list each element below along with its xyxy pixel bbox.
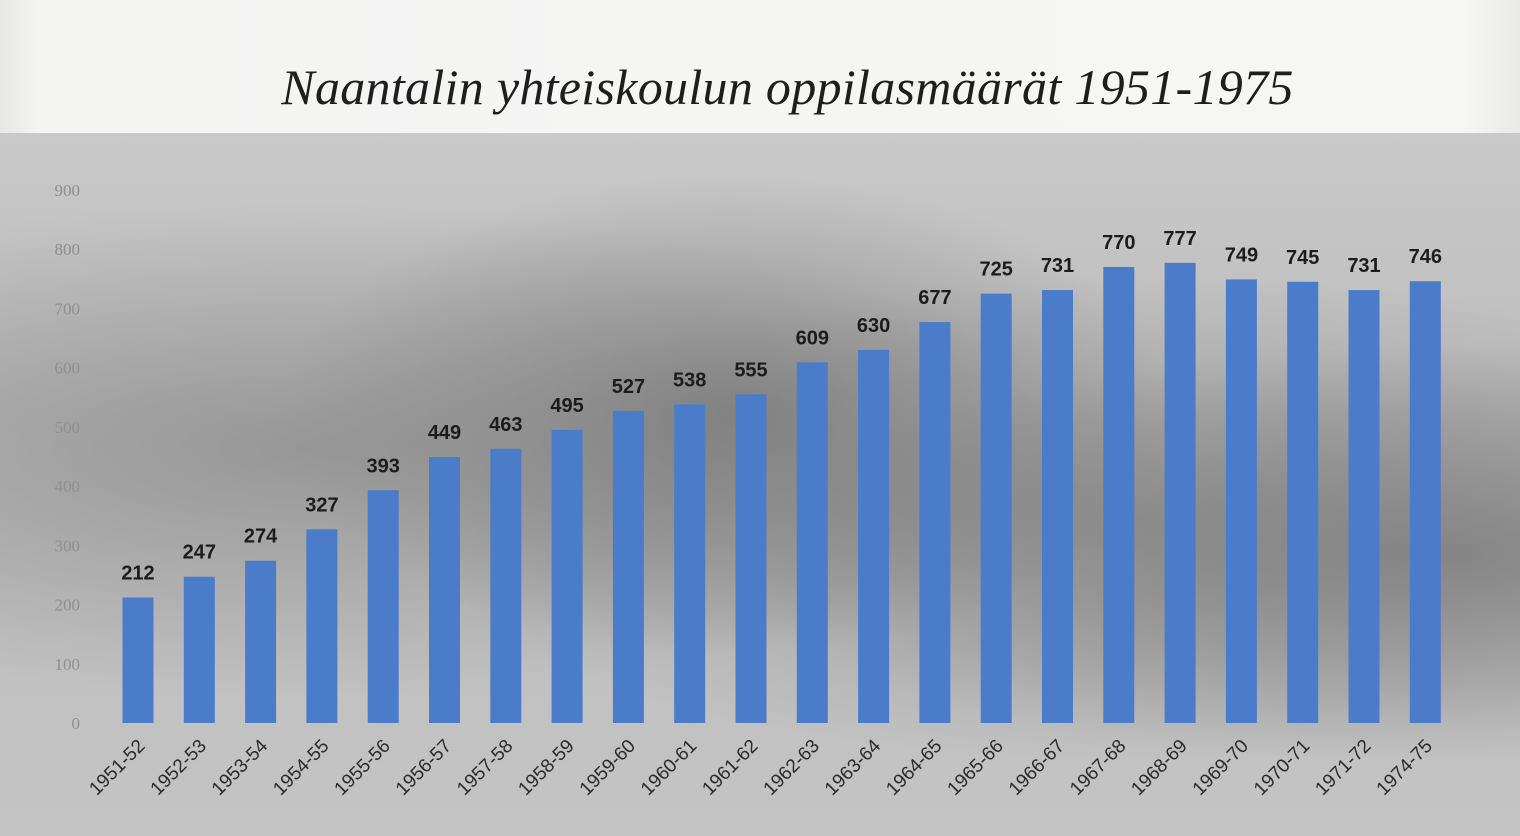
y-tick-label: 800 [55, 240, 81, 259]
data-label: 677 [918, 287, 951, 309]
x-tick-label: 1953-54 [208, 735, 272, 799]
data-label: 538 [673, 369, 706, 391]
y-tick-label: 400 [55, 477, 81, 496]
data-label: 274 [244, 526, 278, 548]
x-tick-label: 1963-64 [821, 735, 885, 799]
bar [1042, 290, 1073, 723]
y-tick-label: 700 [55, 299, 81, 318]
data-label: 247 [183, 542, 216, 564]
data-label: 527 [612, 376, 645, 398]
bar [919, 322, 951, 723]
x-tick-label: 1958-59 [514, 736, 578, 800]
x-tick-label: 1971-72 [1311, 736, 1375, 800]
data-label: 393 [367, 455, 400, 477]
data-label: 746 [1409, 246, 1442, 268]
x-tick-label: 1962-63 [760, 736, 824, 800]
data-label: 777 [1163, 228, 1196, 250]
bar [306, 529, 338, 723]
x-tick-label: 1967-68 [1066, 736, 1130, 800]
data-label: 725 [980, 259, 1013, 281]
x-tick-label: 1970-71 [1250, 736, 1314, 800]
bar [980, 293, 1012, 723]
data-label: 555 [734, 359, 767, 381]
data-label: 770 [1102, 232, 1135, 254]
bar [1164, 262, 1196, 723]
y-tick-label: 100 [55, 655, 81, 674]
data-label: 731 [1347, 255, 1380, 277]
bar [367, 490, 399, 723]
data-label: 630 [857, 315, 890, 337]
y-tick-label: 600 [55, 359, 81, 378]
bar [796, 362, 828, 723]
x-tick-label: 1961-62 [698, 736, 762, 800]
bar [429, 457, 460, 723]
bar [1409, 281, 1441, 723]
bar [612, 410, 644, 723]
bar [490, 448, 522, 723]
data-label: 745 [1286, 247, 1319, 269]
bar [1225, 279, 1257, 723]
y-tick-label: 300 [55, 536, 81, 555]
data-label: 449 [428, 422, 461, 444]
data-label: 731 [1041, 255, 1074, 277]
bar [551, 429, 583, 723]
data-label: 327 [305, 494, 338, 516]
x-tick-label: 1959-60 [576, 736, 640, 800]
x-tick-label: 1966-67 [1005, 736, 1069, 800]
y-tick-label: 500 [55, 418, 81, 437]
y-tick-label: 200 [55, 596, 81, 615]
x-tick-label: 1955-56 [331, 736, 395, 800]
x-tick-label: 1965-66 [944, 736, 1008, 800]
data-label: 495 [550, 395, 583, 417]
bar [183, 576, 215, 723]
x-tick-label: 1957-58 [453, 736, 517, 800]
x-tick-label: 1968-69 [1127, 736, 1191, 800]
x-tick-label: 1952-53 [147, 736, 211, 800]
data-label: 749 [1225, 244, 1258, 266]
bar [122, 597, 154, 723]
data-label: 609 [796, 327, 829, 349]
data-label: 463 [489, 414, 522, 436]
bar [1348, 290, 1380, 723]
bar [858, 349, 890, 723]
x-tick-label: 1954-55 [269, 736, 333, 800]
x-tick-label: 1964-65 [882, 736, 946, 800]
y-tick-label: 900 [55, 181, 81, 200]
x-tick-label: 1960-61 [637, 736, 701, 800]
bar [1287, 281, 1319, 723]
x-tick-label: 1951-52 [85, 736, 149, 800]
y-tick-label: 0 [72, 714, 81, 733]
data-label: 212 [121, 562, 154, 584]
bar [674, 404, 706, 723]
bar [245, 560, 277, 723]
bar [1103, 266, 1135, 723]
bar [735, 394, 767, 723]
x-tick-label: 1956-57 [392, 736, 456, 800]
chart-title: Naantalin yhteiskoulun oppilasmäärät 195… [281, 59, 1294, 115]
x-tick-label: 1974-75 [1373, 736, 1437, 800]
x-tick-label: 1969-70 [1189, 736, 1253, 800]
